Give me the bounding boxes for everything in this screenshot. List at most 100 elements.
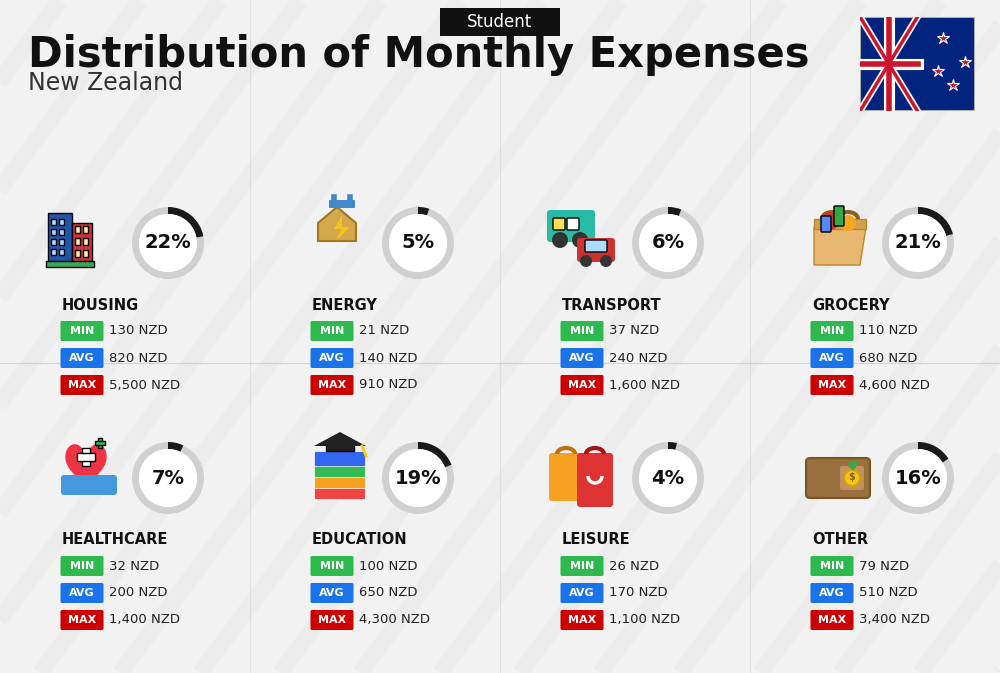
FancyBboxPatch shape bbox=[553, 218, 565, 230]
FancyBboxPatch shape bbox=[314, 452, 366, 466]
FancyBboxPatch shape bbox=[577, 453, 613, 507]
Text: 3,400 NZD: 3,400 NZD bbox=[859, 614, 930, 627]
Text: MIN: MIN bbox=[570, 326, 594, 336]
Text: 16%: 16% bbox=[895, 468, 941, 487]
Text: TRANSPORT: TRANSPORT bbox=[562, 297, 662, 312]
FancyBboxPatch shape bbox=[60, 556, 104, 576]
Text: 200 NZD: 200 NZD bbox=[109, 586, 168, 600]
FancyBboxPatch shape bbox=[61, 475, 117, 495]
Text: MAX: MAX bbox=[818, 615, 846, 625]
FancyBboxPatch shape bbox=[75, 250, 80, 257]
Text: 1,600 NZD: 1,600 NZD bbox=[609, 378, 680, 392]
Wedge shape bbox=[668, 207, 681, 216]
FancyBboxPatch shape bbox=[310, 583, 354, 603]
FancyBboxPatch shape bbox=[314, 462, 366, 478]
FancyBboxPatch shape bbox=[51, 239, 56, 245]
FancyBboxPatch shape bbox=[310, 375, 354, 395]
FancyBboxPatch shape bbox=[59, 239, 64, 245]
Polygon shape bbox=[318, 207, 356, 241]
Circle shape bbox=[139, 214, 197, 272]
Text: MAX: MAX bbox=[568, 615, 596, 625]
Wedge shape bbox=[918, 442, 948, 462]
Circle shape bbox=[580, 255, 592, 267]
Text: 1,400 NZD: 1,400 NZD bbox=[109, 614, 180, 627]
FancyBboxPatch shape bbox=[560, 610, 604, 630]
FancyBboxPatch shape bbox=[51, 229, 56, 235]
FancyBboxPatch shape bbox=[549, 453, 583, 501]
Wedge shape bbox=[168, 442, 183, 452]
Text: 170 NZD: 170 NZD bbox=[609, 586, 668, 600]
Text: HOUSING: HOUSING bbox=[62, 297, 139, 312]
Text: MAX: MAX bbox=[318, 615, 346, 625]
Text: 4,600 NZD: 4,600 NZD bbox=[859, 378, 930, 392]
FancyBboxPatch shape bbox=[60, 583, 104, 603]
Wedge shape bbox=[882, 442, 954, 514]
Wedge shape bbox=[632, 207, 704, 279]
FancyBboxPatch shape bbox=[560, 348, 604, 368]
FancyBboxPatch shape bbox=[840, 466, 864, 490]
Text: 26 NZD: 26 NZD bbox=[609, 559, 659, 573]
Text: $: $ bbox=[849, 472, 855, 482]
FancyBboxPatch shape bbox=[310, 321, 354, 341]
Text: OTHER: OTHER bbox=[812, 532, 868, 548]
FancyBboxPatch shape bbox=[98, 438, 102, 448]
FancyBboxPatch shape bbox=[814, 219, 866, 229]
FancyBboxPatch shape bbox=[83, 250, 88, 257]
FancyBboxPatch shape bbox=[810, 348, 854, 368]
Wedge shape bbox=[132, 442, 204, 514]
FancyBboxPatch shape bbox=[560, 321, 604, 341]
Text: New Zealand: New Zealand bbox=[28, 71, 183, 95]
Circle shape bbox=[389, 214, 447, 272]
Circle shape bbox=[389, 449, 447, 507]
FancyBboxPatch shape bbox=[75, 226, 80, 233]
FancyBboxPatch shape bbox=[60, 375, 104, 395]
Wedge shape bbox=[882, 207, 954, 279]
Circle shape bbox=[639, 214, 697, 272]
Text: MIN: MIN bbox=[570, 561, 594, 571]
Text: 7%: 7% bbox=[152, 468, 184, 487]
Text: MAX: MAX bbox=[68, 615, 96, 625]
FancyBboxPatch shape bbox=[560, 556, 604, 576]
Wedge shape bbox=[418, 207, 429, 215]
FancyBboxPatch shape bbox=[821, 216, 831, 232]
Text: 650 NZD: 650 NZD bbox=[359, 586, 418, 600]
Wedge shape bbox=[668, 442, 677, 450]
Wedge shape bbox=[132, 207, 204, 279]
Wedge shape bbox=[632, 442, 704, 514]
Text: 5%: 5% bbox=[401, 234, 435, 252]
Text: 910 NZD: 910 NZD bbox=[359, 378, 418, 392]
FancyBboxPatch shape bbox=[329, 200, 355, 208]
FancyBboxPatch shape bbox=[810, 321, 854, 341]
Text: AVG: AVG bbox=[319, 353, 345, 363]
FancyBboxPatch shape bbox=[577, 238, 615, 262]
FancyBboxPatch shape bbox=[547, 210, 595, 242]
Text: 6%: 6% bbox=[651, 234, 685, 252]
Text: MIN: MIN bbox=[70, 561, 94, 571]
Text: MIN: MIN bbox=[820, 561, 844, 571]
Text: 79 NZD: 79 NZD bbox=[859, 559, 909, 573]
FancyBboxPatch shape bbox=[60, 321, 104, 341]
Polygon shape bbox=[66, 445, 106, 489]
Text: GROCERY: GROCERY bbox=[812, 297, 890, 312]
Text: 130 NZD: 130 NZD bbox=[109, 324, 168, 337]
Circle shape bbox=[840, 215, 856, 231]
Text: 110 NZD: 110 NZD bbox=[859, 324, 918, 337]
FancyBboxPatch shape bbox=[51, 219, 56, 225]
Text: 22%: 22% bbox=[145, 234, 191, 252]
Text: 240 NZD: 240 NZD bbox=[609, 351, 668, 365]
FancyBboxPatch shape bbox=[560, 583, 604, 603]
FancyBboxPatch shape bbox=[60, 348, 104, 368]
Text: AVG: AVG bbox=[819, 353, 845, 363]
Text: AVG: AVG bbox=[319, 588, 345, 598]
FancyBboxPatch shape bbox=[314, 474, 366, 489]
Circle shape bbox=[552, 232, 568, 248]
Polygon shape bbox=[314, 432, 366, 446]
Circle shape bbox=[600, 255, 612, 267]
Wedge shape bbox=[382, 207, 454, 279]
FancyBboxPatch shape bbox=[567, 218, 579, 230]
FancyBboxPatch shape bbox=[810, 610, 854, 630]
FancyBboxPatch shape bbox=[806, 458, 870, 498]
Text: 140 NZD: 140 NZD bbox=[359, 351, 418, 365]
Text: MAX: MAX bbox=[818, 380, 846, 390]
Text: ENERGY: ENERGY bbox=[312, 297, 378, 312]
